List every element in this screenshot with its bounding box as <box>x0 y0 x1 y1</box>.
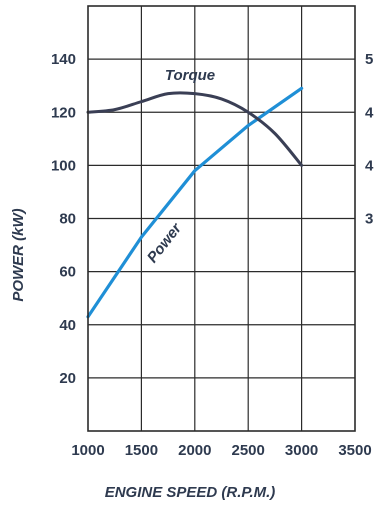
y-tick-label-5: 120 <box>51 104 76 121</box>
series-layer <box>86 86 304 319</box>
plot-frame <box>87 5 356 432</box>
series-line-torque <box>86 91 304 167</box>
y-tick-label-0: 20 <box>59 370 76 387</box>
y-tick-labels: 20 40 60 80 100 120 140 <box>51 51 76 387</box>
y2-tick-label-0: 5 <box>365 51 373 68</box>
y2-tick-label-3: 3 <box>365 211 373 228</box>
x-tick-label-3: 2500 <box>232 442 265 459</box>
x-tick-labels: 1000 1500 2000 2500 3000 3500 <box>71 442 371 459</box>
grid <box>88 6 355 431</box>
y2-tick-label-2: 4 <box>365 157 374 174</box>
y-tick-label-2: 60 <box>59 264 76 281</box>
x-tick-label-1: 1500 <box>125 442 158 459</box>
y-tick-label-3: 80 <box>59 211 76 228</box>
y2-tick-label-1: 4 <box>365 104 374 121</box>
y-tick-label-1: 40 <box>59 317 76 334</box>
y-axis-title: POWER (kW) <box>10 208 27 301</box>
series-line-power <box>86 86 304 319</box>
x-axis-title: ENGINE SPEED (R.P.M.) <box>105 484 276 501</box>
y-tick-label-4: 100 <box>51 157 76 174</box>
x-tick-label-0: 1000 <box>71 442 104 459</box>
y-tick-label-6: 140 <box>51 51 76 68</box>
series-label-torque: Torque <box>165 67 215 84</box>
y2-tick-labels: 5 4 4 3 <box>365 51 374 227</box>
x-tick-label-4: 3000 <box>285 442 318 459</box>
x-tick-label-5: 3500 <box>338 442 371 459</box>
x-tick-label-2: 2000 <box>178 442 211 459</box>
